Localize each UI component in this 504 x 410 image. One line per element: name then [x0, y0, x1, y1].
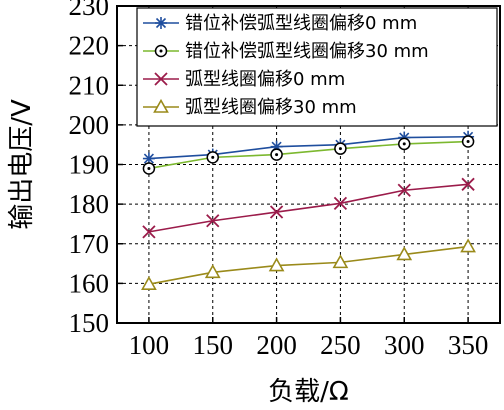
y-axis-ticks: 150 160 170 180 190 200 210 220 230	[69, 0, 123, 338]
data-point	[398, 137, 411, 151]
data-point	[332, 254, 349, 269]
series-2	[142, 135, 475, 175]
x-tick-label: 250	[320, 330, 361, 360]
series-1	[142, 130, 475, 165]
y-axis-title: 输出电压/V	[7, 99, 37, 230]
data-point	[153, 98, 169, 113]
y-tick-label: 210	[69, 70, 110, 100]
y-tick-label: 230	[69, 0, 110, 21]
series-line	[148, 140, 469, 170]
data-point	[461, 177, 475, 191]
x-axis-ticks: 100 150 200 250 300 350	[129, 317, 489, 360]
legend-box	[136, 7, 498, 127]
y-tick-label: 150	[69, 308, 110, 338]
legend-entry: 弧型线圈偏移0 mm	[143, 69, 345, 90]
data-point	[142, 162, 156, 175]
data-point	[154, 72, 168, 86]
series-line	[148, 183, 469, 233]
x-axis-title: 负载/Ω	[268, 377, 349, 407]
plot-frame	[116, 5, 501, 324]
x-tick-label: 200	[256, 330, 297, 360]
legend-label: 错位补偿弧型线圈偏移30 mm	[185, 41, 429, 62]
legend-label: 弧型线圈偏移30 mm	[185, 97, 357, 118]
data-point	[461, 135, 475, 148]
data-point	[204, 264, 221, 279]
y-tick-label: 160	[69, 268, 110, 298]
legend-entry: 错位补偿弧型线圈偏移30 mm	[143, 41, 429, 62]
series-line	[148, 245, 469, 285]
series-layer	[141, 130, 476, 290]
data-point	[270, 148, 283, 161]
data-point	[206, 151, 219, 164]
data-point	[141, 276, 157, 290]
data-point	[206, 214, 220, 228]
legend-label: 错位补偿弧型线圈偏移0 mm	[185, 13, 417, 34]
legend-entry: 错位补偿弧型线圈偏移0 mm	[143, 13, 417, 34]
y-tick-label: 190	[69, 150, 110, 180]
data-point	[142, 225, 156, 239]
data-point	[460, 238, 476, 253]
legend-label: 弧型线圈偏移0 mm	[185, 69, 345, 90]
x-tick-label: 350	[448, 330, 489, 360]
series-line	[148, 135, 469, 160]
data-point	[333, 196, 348, 210]
data-point	[268, 257, 285, 272]
data-point	[269, 205, 284, 219]
series-4	[141, 238, 476, 290]
y-tick-label: 180	[69, 189, 110, 219]
series-3	[142, 177, 475, 239]
x-tick-label: 300	[384, 330, 425, 360]
data-point	[154, 44, 168, 58]
data-point	[334, 142, 347, 155]
data-point	[155, 17, 167, 29]
x-tick-label: 100	[129, 330, 170, 360]
data-point	[396, 246, 413, 261]
y-tick-label: 220	[69, 31, 110, 61]
data-point	[397, 183, 411, 197]
legend-entry: 弧型线圈偏移30 mm	[143, 97, 357, 118]
y-tick-label: 170	[69, 229, 110, 259]
x-tick-label: 150	[193, 330, 234, 360]
legend: 错位补偿弧型线圈偏移0 mm 错位补偿弧型线圈偏移30 mm 弧型线圈偏移0 mm 弧…	[136, 7, 498, 127]
y-tick-label: 200	[69, 110, 110, 140]
